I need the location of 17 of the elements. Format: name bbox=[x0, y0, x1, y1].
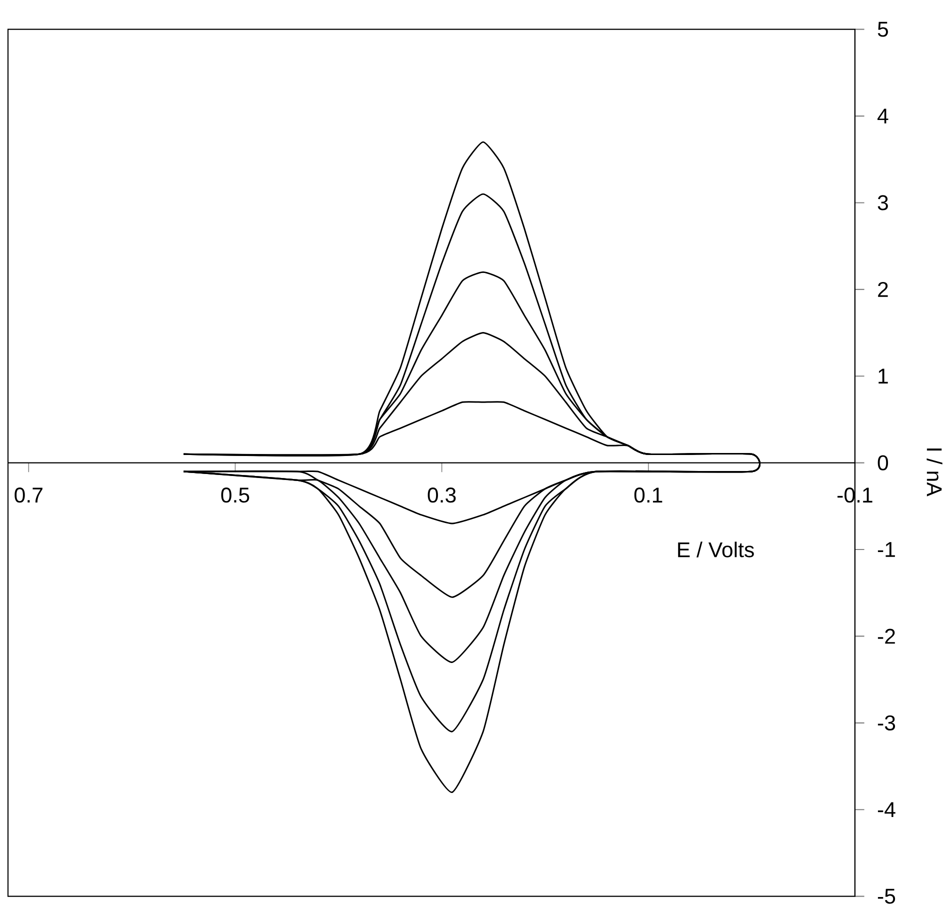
y-tick-label: 5 bbox=[878, 22, 888, 37]
y-tick-label: -1 bbox=[878, 542, 895, 558]
x-tick-label: 0.1 bbox=[634, 488, 662, 503]
y-tick-label: -5 bbox=[878, 889, 896, 904]
y-tick-label: 4 bbox=[877, 108, 888, 124]
y-tick-label: 1 bbox=[878, 368, 888, 384]
y-tick-label: -4 bbox=[878, 802, 896, 818]
x-tick-label: 0.3 bbox=[428, 488, 456, 503]
x-tick-label: 0.7 bbox=[14, 488, 42, 503]
y-tick-label: -3 bbox=[878, 716, 896, 731]
y-tick-label: 2 bbox=[878, 282, 888, 298]
x-axis-title: E / Volts bbox=[678, 542, 754, 558]
y-tick-label: -2 bbox=[878, 628, 895, 644]
y-axis-title: I / nA bbox=[926, 448, 942, 497]
y-tick-label: 0 bbox=[878, 455, 888, 471]
x-tick-label: 0.5 bbox=[221, 488, 250, 503]
y-tick-label: 3 bbox=[878, 195, 888, 210]
